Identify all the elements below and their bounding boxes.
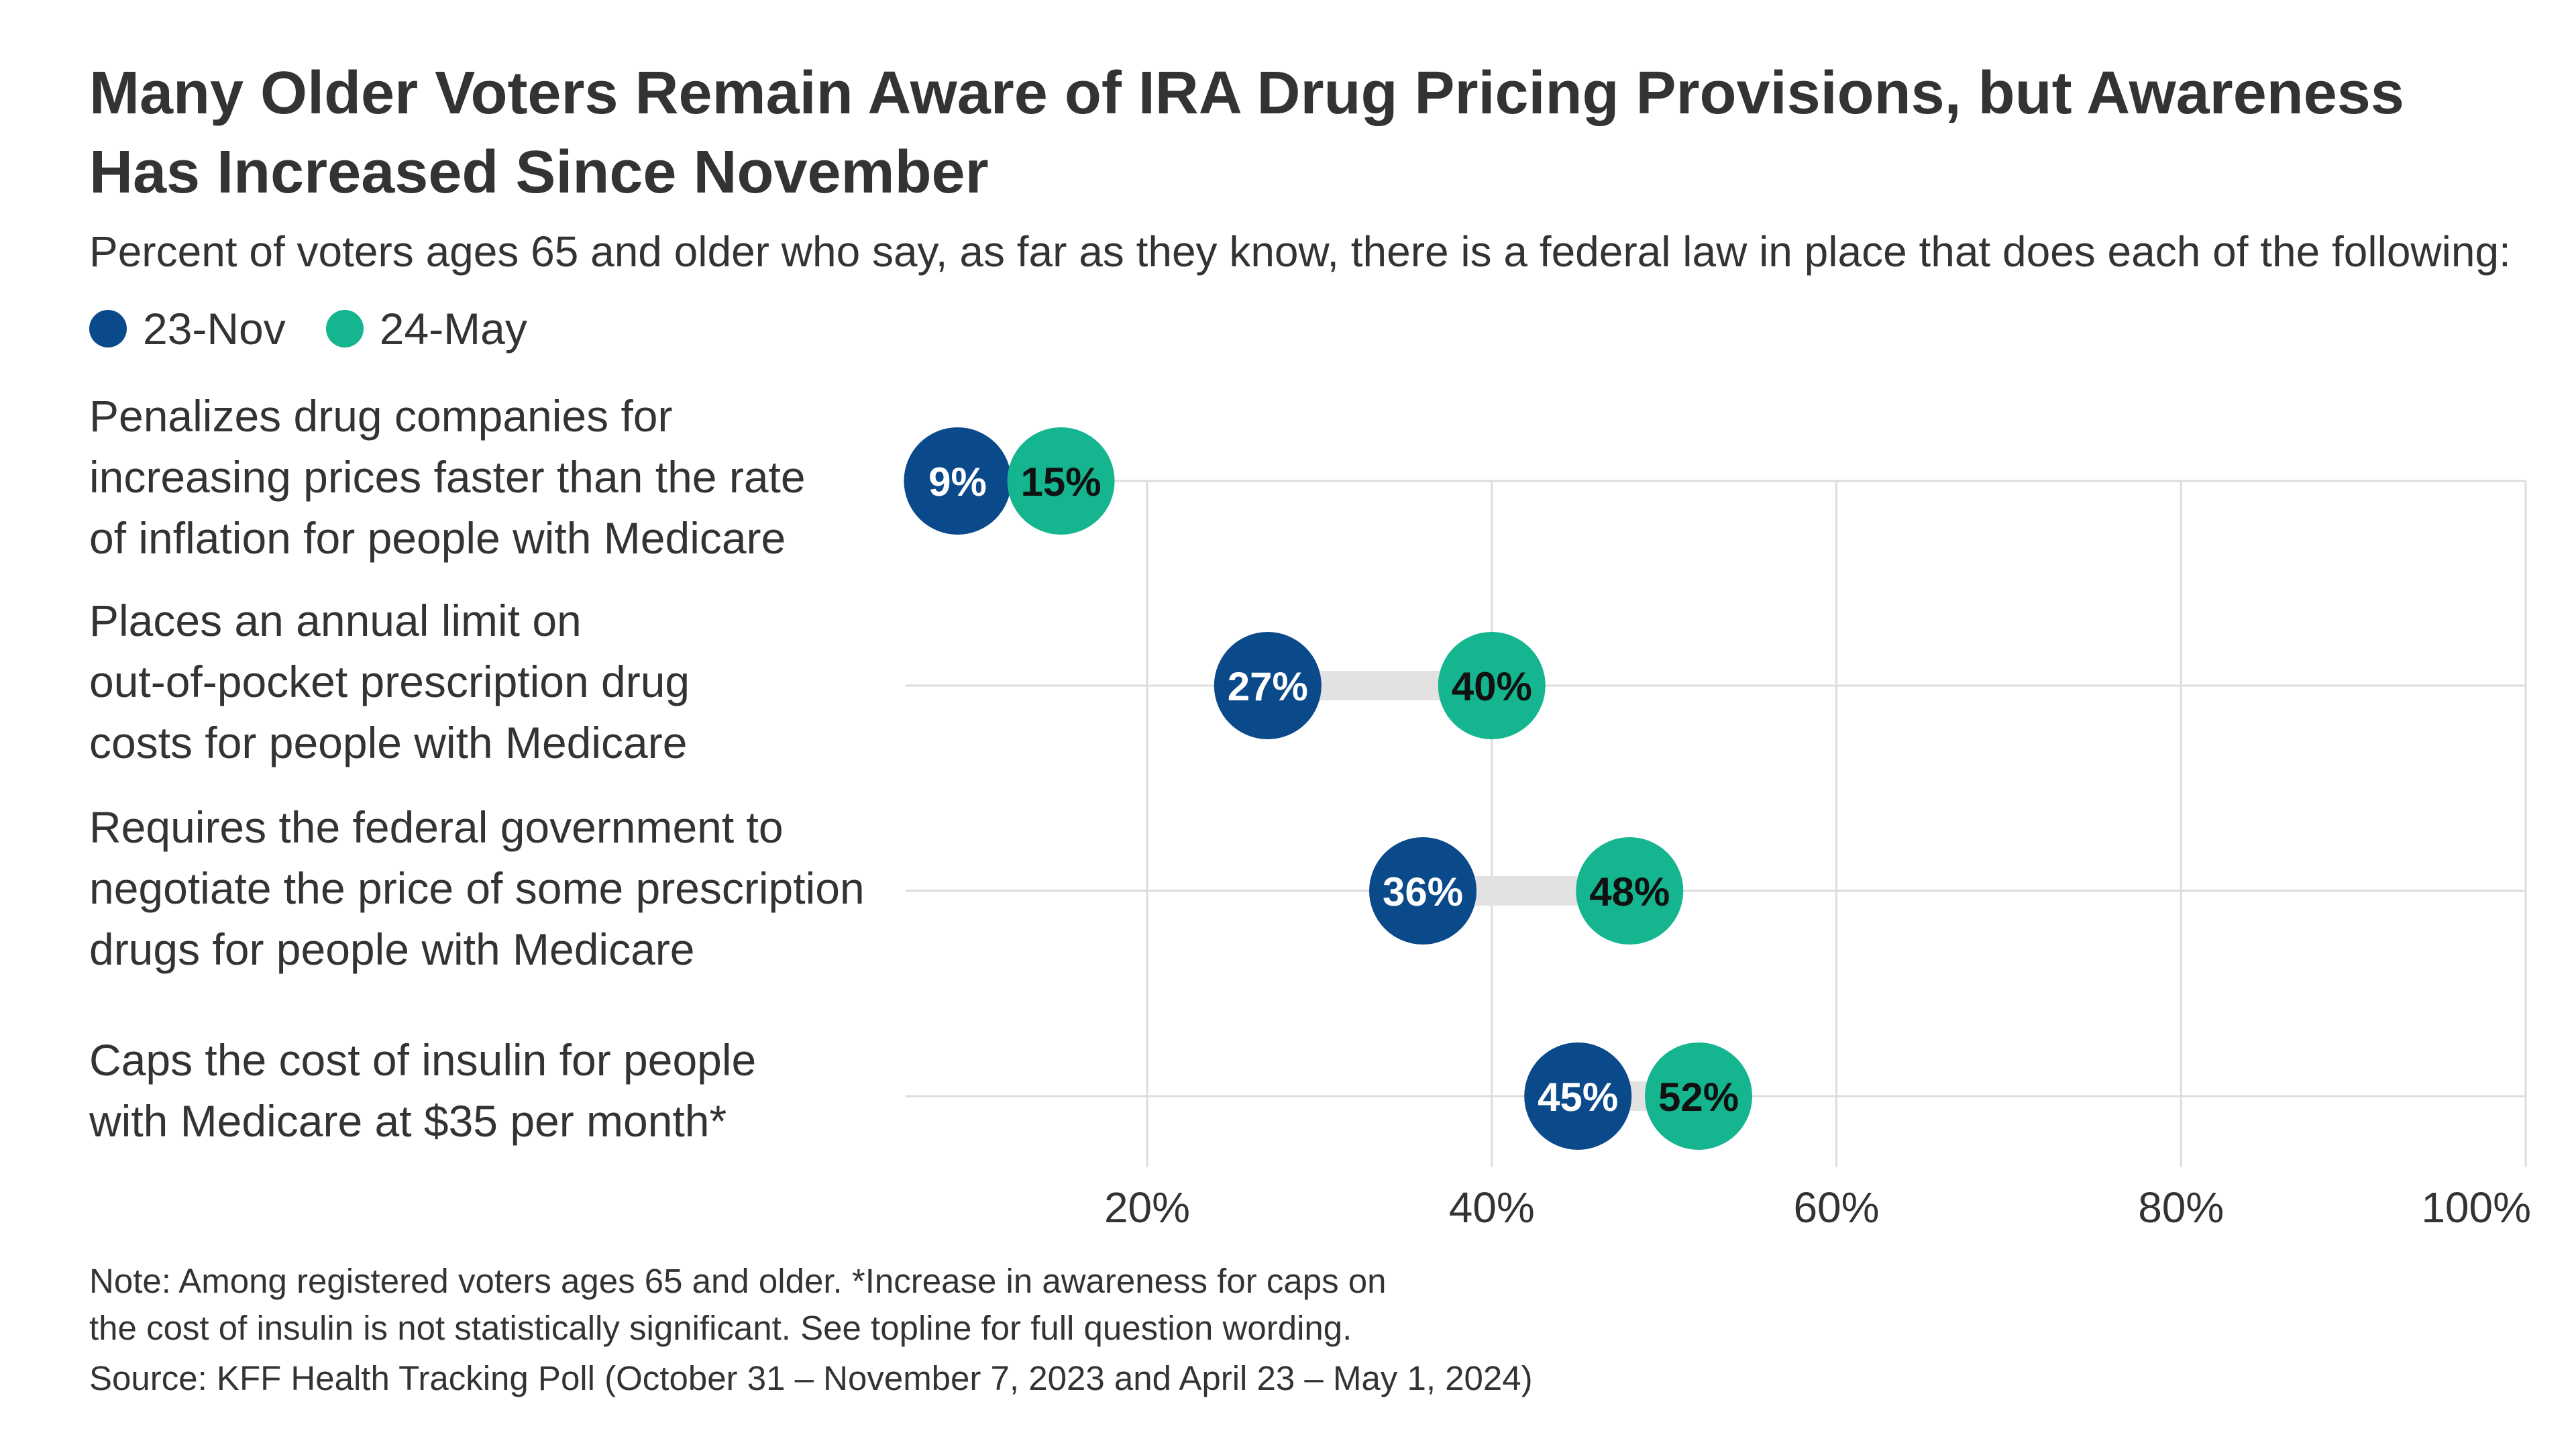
data-points: 9% 15% 27% 40% 36% 48% 45% 52%	[904, 427, 1752, 1150]
connectors	[957, 466, 1699, 1111]
data-label-nov: 27%	[1228, 664, 1308, 709]
data-point-may	[1576, 837, 1684, 945]
data-point-nov	[1214, 632, 1322, 739]
note-line: the cost of insulin is not statistically…	[89, 1309, 1352, 1347]
data-label-may: 40%	[1452, 664, 1532, 709]
category-label-annual-limit: Places an annual limit on out-of-pocket …	[89, 590, 921, 773]
x-tick-label: 100%	[2421, 1183, 2531, 1232]
data-point-nov	[1369, 837, 1477, 945]
data-label-nov: 9%	[928, 460, 987, 504]
data-label-may: 52%	[1658, 1075, 1739, 1120]
category-label-penalizes: Penalizes drug companies for increasing …	[89, 386, 921, 569]
category-label-line: with Medicare at $35 per month*	[89, 1096, 727, 1146]
legend-item-may: 24-May	[325, 303, 527, 354]
category-label-line: out-of-pocket prescription drug	[89, 657, 690, 706]
data-label-may: 48%	[1589, 869, 1670, 914]
data-point-may	[1645, 1042, 1752, 1150]
category-label-line: negotiate the price of some prescription	[89, 863, 865, 913]
category-label-line: Requires the federal government to	[89, 802, 784, 852]
data-point-may	[1007, 427, 1115, 535]
x-tick-label: 60%	[1793, 1183, 1879, 1232]
data-point-may	[1438, 632, 1546, 739]
data-label-nov: 45%	[1538, 1075, 1618, 1120]
chart-note: Note: Among registered voters ages 65 an…	[89, 1258, 1632, 1352]
category-label-negotiate: Requires the federal government to negot…	[89, 797, 921, 980]
x-tick-label: 20%	[1104, 1183, 1190, 1232]
data-point-nov	[1524, 1042, 1632, 1150]
category-label-line: drugs for people with Medicare	[89, 924, 695, 974]
category-label-line: of inflation for people with Medicare	[89, 513, 786, 563]
chart-subtitle: Percent of voters ages 65 and older who …	[89, 227, 2511, 276]
legend: 23-Nov 24-May	[89, 303, 568, 354]
data-label-may: 15%	[1021, 460, 1102, 504]
x-tick-label: 80%	[2138, 1183, 2224, 1232]
legend-label-nov: 23-Nov	[143, 304, 286, 354]
category-label-line: Caps the cost of insulin for people	[89, 1035, 757, 1085]
legend-swatch-nov	[89, 310, 127, 347]
x-axis-ticks: 20% 40% 60% 80% 100%	[1104, 1183, 2531, 1232]
data-label-nov: 36%	[1383, 869, 1463, 914]
data-point-nov	[904, 427, 1012, 535]
note-line: Note: Among registered voters ages 65 an…	[89, 1262, 1387, 1300]
category-label-line: costs for people with Medicare	[89, 718, 688, 767]
category-label-line: increasing prices faster than the rate	[89, 452, 806, 502]
chart-title: Many Older Voters Remain Aware of IRA Dr…	[89, 60, 2404, 206]
legend-swatch-may	[325, 310, 364, 347]
x-tick-label: 40%	[1449, 1183, 1535, 1232]
legend-label-may: 24-May	[379, 304, 527, 354]
chart-source: Source: KFF Health Tracking Poll (Octobe…	[89, 1359, 1533, 1397]
category-label-line: Places an annual limit on	[89, 596, 582, 645]
legend-item-nov: 23-Nov	[89, 303, 286, 354]
category-label-line: Penalizes drug companies for	[89, 391, 673, 441]
category-label-insulin: Caps the cost of insulin for people with…	[89, 1030, 921, 1152]
